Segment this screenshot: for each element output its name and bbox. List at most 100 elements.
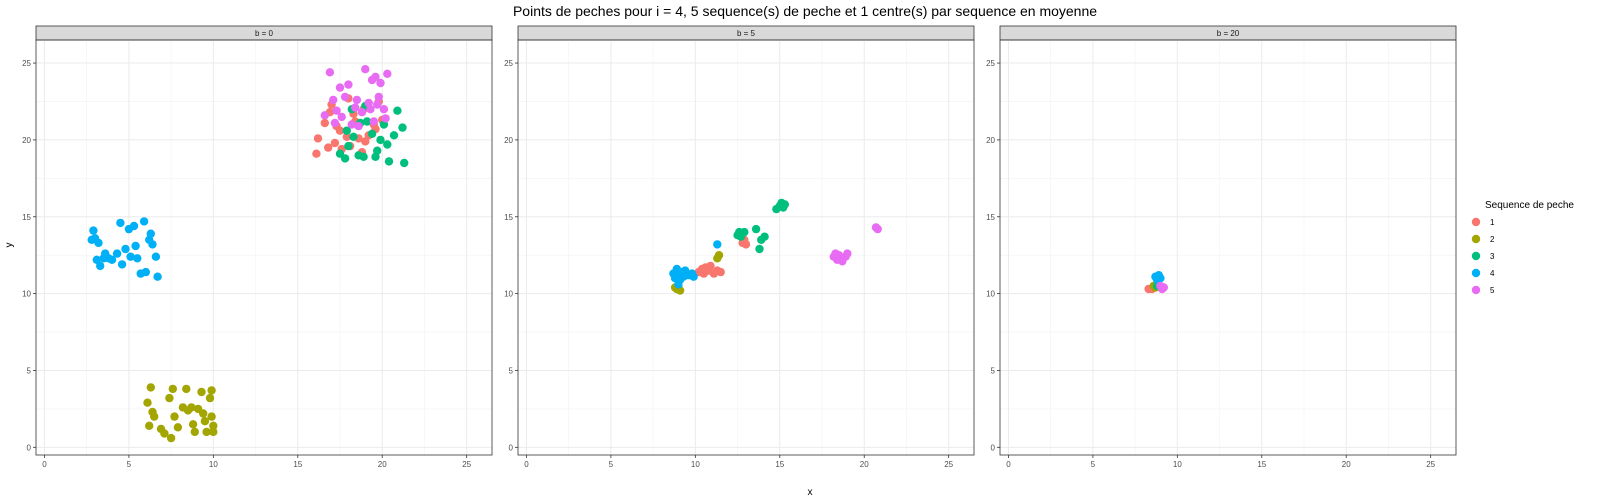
- point-seq-4: [1156, 274, 1165, 283]
- legend-label-4: 4: [1490, 269, 1495, 278]
- point-seq-4: [126, 252, 135, 261]
- x-tick-label: 25: [462, 460, 471, 469]
- point-seq-2: [209, 421, 218, 430]
- y-tick-label: 20: [986, 136, 995, 145]
- legend-key-2: [1471, 234, 1481, 244]
- point-seq-5: [330, 118, 340, 128]
- point-seq-1: [320, 118, 329, 128]
- y-tick-label: 10: [22, 290, 31, 299]
- point-seq-4: [112, 249, 122, 258]
- legend-key-3: [1471, 251, 1481, 261]
- point-seq-3: [400, 158, 409, 168]
- point-seq-2: [190, 427, 199, 437]
- y-tick-label: 25: [22, 59, 31, 68]
- point-seq-3: [384, 157, 394, 166]
- point-seq-5: [332, 106, 341, 115]
- point-seq-5: [357, 108, 367, 117]
- point-seq-2: [166, 433, 176, 443]
- panel-strip-label: b = 5: [737, 29, 756, 38]
- point-seq-4: [116, 218, 125, 228]
- point-seq-5: [352, 95, 362, 105]
- point-seq-5: [381, 114, 390, 123]
- x-axis-title: x: [808, 487, 813, 498]
- point-seq-5: [379, 105, 389, 114]
- chart-title: Points de peches pour i = 4, 5 sequence(…: [513, 3, 1097, 19]
- point-seq-1: [313, 134, 323, 143]
- panel-border: [35, 39, 493, 456]
- point-seq-5: [383, 69, 392, 79]
- point-seq-4: [94, 238, 103, 248]
- point-seq-3: [383, 140, 392, 149]
- y-tick-label: 20: [504, 136, 513, 145]
- point-seq-5: [340, 92, 350, 102]
- legend-key-5: [1471, 285, 1481, 295]
- y-tick-label: 10: [986, 290, 995, 299]
- y-tick-label: 15: [504, 213, 513, 222]
- y-tick-label: 20: [22, 136, 31, 145]
- point-seq-3: [760, 232, 769, 241]
- point-seq-1: [330, 138, 340, 148]
- point-seq-3: [389, 131, 399, 140]
- point-seq-2: [714, 251, 724, 260]
- y-tick-label: 15: [22, 213, 31, 222]
- point-seq-3: [362, 117, 372, 126]
- panel-2: b = 20 0 5 10 15 20 25 0 5 10 15 20 25: [986, 25, 1457, 469]
- panel-border: [999, 39, 1457, 456]
- point-seq-4: [99, 254, 108, 263]
- point-seq-3: [735, 227, 744, 237]
- point-seq-2: [207, 412, 216, 421]
- point-seq-4: [141, 267, 150, 277]
- y-tick-label: 5: [27, 366, 32, 375]
- y-tick-label: 25: [986, 59, 995, 68]
- point-seq-5: [335, 83, 345, 92]
- y-tick-label: 5: [991, 366, 996, 375]
- y-tick-label: 0: [509, 443, 514, 452]
- x-tick-label: 20: [860, 460, 869, 469]
- legend: Sequence de peche 1 2 3 4 5: [1471, 200, 1574, 295]
- point-seq-2: [205, 393, 215, 403]
- legend-label-5: 5: [1490, 286, 1495, 295]
- point-seq-4: [148, 240, 157, 249]
- point-seq-2: [170, 412, 179, 421]
- point-seq-3: [359, 152, 368, 161]
- point-seq-3: [751, 224, 761, 234]
- panel-border: [517, 39, 975, 456]
- x-tick-label: 0: [524, 460, 529, 469]
- point-seq-4: [96, 261, 105, 271]
- x-tick-label: 10: [691, 460, 700, 469]
- point-seq-2: [200, 417, 210, 426]
- point-seq-4: [146, 229, 155, 238]
- point-seq-4: [117, 260, 127, 269]
- point-seq-4: [92, 255, 102, 264]
- legend-key-4: [1471, 268, 1481, 278]
- y-tick-label: 15: [986, 213, 995, 222]
- point-seq-5: [361, 65, 370, 74]
- y-tick-label: 0: [991, 443, 996, 452]
- point-seq-2: [165, 393, 174, 403]
- point-seq-5: [366, 105, 375, 114]
- point-seq-5: [374, 92, 383, 102]
- y-tick-label: 0: [27, 443, 32, 452]
- point-seq-2: [143, 398, 152, 407]
- point-seq-2: [202, 427, 211, 437]
- x-tick-label: 0: [42, 460, 47, 469]
- point-seq-5: [873, 224, 882, 234]
- point-seq-5: [371, 72, 380, 82]
- point-seq-3: [780, 200, 789, 209]
- point-seq-4: [121, 244, 130, 254]
- point-seq-3: [373, 146, 382, 155]
- point-seq-3: [398, 123, 407, 132]
- point-seq-2: [187, 403, 196, 412]
- point-seq-5: [320, 111, 329, 120]
- point-seq-1: [741, 240, 751, 249]
- point-seq-3: [344, 141, 353, 151]
- point-seq-1: [312, 149, 321, 158]
- x-tick-label: 25: [944, 460, 953, 469]
- point-seq-2: [173, 423, 183, 432]
- point-seq-4: [151, 252, 161, 261]
- point-seq-5: [325, 68, 335, 77]
- y-tick-label: 25: [504, 59, 513, 68]
- point-seq-2: [188, 420, 198, 429]
- y-axis-title: y: [4, 243, 15, 248]
